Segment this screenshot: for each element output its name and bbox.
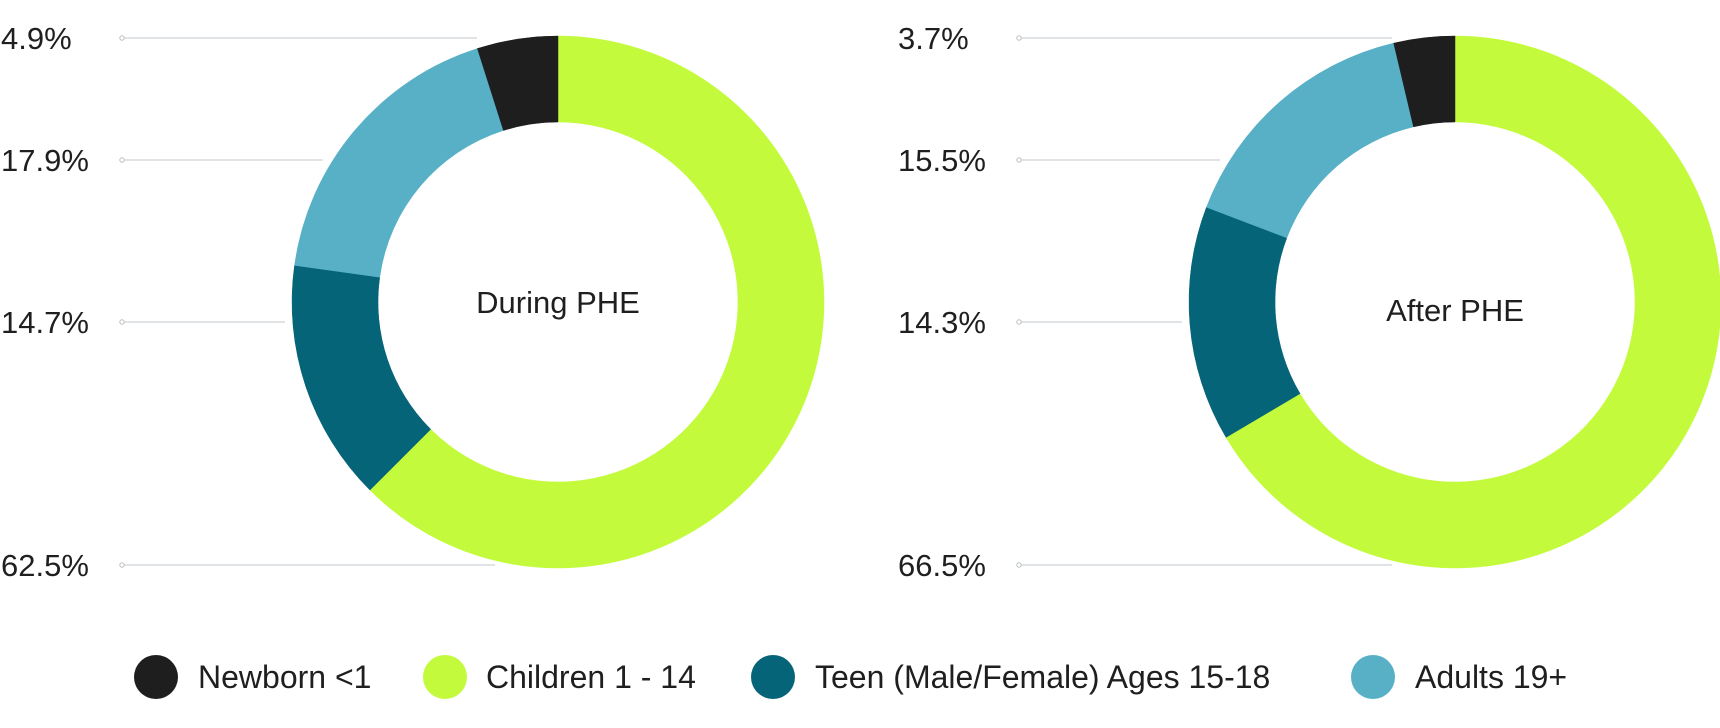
- leader-dot: [1016, 157, 1022, 163]
- leader-dot: [1016, 562, 1022, 568]
- donut-slice-adults: [1206, 42, 1414, 239]
- leader-dot: [1016, 319, 1022, 325]
- leader-dot: [119, 562, 125, 568]
- data-label-newborn: 3.7%: [898, 21, 969, 56]
- leader-dot: [119, 157, 125, 163]
- legend-label-0: Newborn <1: [198, 659, 371, 695]
- data-label-teen: 14.7%: [1, 305, 89, 340]
- donut-slice-teen: [1188, 206, 1301, 438]
- data-label-newborn: 4.9%: [1, 21, 72, 56]
- data-label-adults: 17.9%: [1, 143, 89, 178]
- legend-swatch-3: [1351, 655, 1395, 699]
- legend-label-2: Teen (Male/Female) Ages 15-18: [815, 659, 1270, 695]
- donut-slice-newborn: [477, 35, 559, 131]
- legend-swatch-1: [423, 655, 467, 699]
- legend-label-3: Adults 19+: [1415, 659, 1567, 695]
- leader-dot: [1016, 35, 1022, 41]
- data-label-adults: 15.5%: [898, 143, 986, 178]
- data-label-children: 62.5%: [1, 548, 89, 583]
- donut-slice-newborn: [1393, 35, 1456, 128]
- legend-swatch-2: [751, 655, 795, 699]
- donut-slice-children: [369, 35, 825, 569]
- donut-center-label: During PHE: [476, 285, 640, 320]
- donut-slice-children: [1225, 35, 1720, 569]
- donut-slice-adults: [294, 48, 504, 278]
- data-label-children: 66.5%: [898, 548, 986, 583]
- leader-dot: [119, 319, 125, 325]
- legend-swatch-0: [134, 655, 178, 699]
- data-label-teen: 14.3%: [898, 305, 986, 340]
- legend-label-1: Children 1 - 14: [486, 659, 696, 695]
- leader-dot: [119, 35, 125, 41]
- donut-center-label: After PHE: [1386, 293, 1524, 328]
